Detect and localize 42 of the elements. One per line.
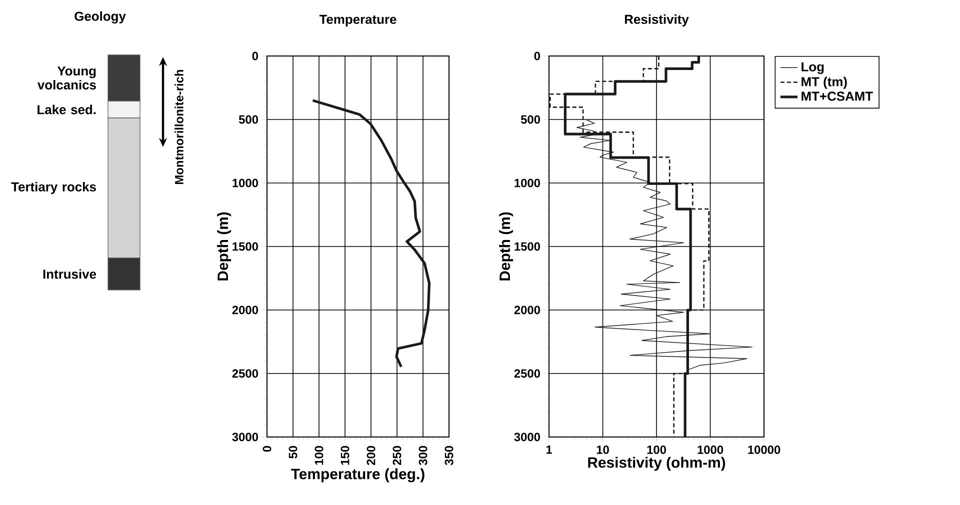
series-label: Intrusive bbox=[43, 269, 96, 279]
x-tick-label: 0 bbox=[262, 446, 272, 452]
x-tick-label: 50 bbox=[288, 446, 298, 458]
y-tick-label: 3000 bbox=[514, 432, 540, 442]
y-tick-label: 500 bbox=[238, 115, 258, 124]
y-tick-label: 0 bbox=[534, 52, 540, 60]
y-tick-label: 1500 bbox=[232, 242, 258, 251]
x-tick-label: 150 bbox=[340, 446, 350, 465]
y-axis-title: Depth (m) bbox=[499, 212, 514, 280]
y-tick-label: 500 bbox=[520, 115, 540, 124]
series-label: Lake sed. bbox=[38, 104, 96, 114]
y-tick-label: 3000 bbox=[232, 432, 258, 442]
y-tick-label: 2500 bbox=[232, 369, 258, 378]
x-tick-label: 10000 bbox=[748, 446, 780, 454]
legend-label: MT (tm) bbox=[802, 76, 847, 89]
y-tick-label: 0 bbox=[252, 52, 258, 60]
x-tick-label: 200 bbox=[366, 446, 376, 466]
y-axis-title: Depth (m) bbox=[217, 212, 232, 280]
chart-title: Geology bbox=[74, 11, 126, 24]
y-tick-label: 2500 bbox=[514, 369, 540, 378]
legend-label: Log bbox=[802, 62, 824, 74]
legend-label: MT+CSAMT bbox=[802, 92, 873, 101]
x-tick-label: 250 bbox=[392, 446, 402, 466]
x-tick-label: 1000 bbox=[698, 446, 724, 454]
x-tick-label: 350 bbox=[444, 446, 454, 466]
x-axis-title: Resistivity (ohm-m) bbox=[588, 456, 726, 471]
x-tick-label: 100 bbox=[314, 446, 324, 465]
chart-title: Temperature bbox=[319, 14, 396, 26]
x-tick-label: 300 bbox=[418, 446, 428, 466]
y-tick-label: 1000 bbox=[514, 178, 540, 188]
x-axis-title: Temperature (deg.) bbox=[291, 468, 424, 482]
y-tick-label: 2000 bbox=[232, 306, 258, 314]
x-tick-label: 10 bbox=[596, 446, 609, 454]
x-tick-label: 1 bbox=[546, 446, 552, 454]
y-tick-label: 1000 bbox=[232, 178, 258, 188]
text: Montmorillonite-rich bbox=[174, 70, 184, 184]
chart-title: Resistivity bbox=[624, 14, 689, 26]
series-label: Young volcanics bbox=[38, 66, 96, 90]
x-tick-label: 100 bbox=[647, 446, 666, 454]
y-tick-label: 1500 bbox=[514, 242, 540, 251]
y-tick-label: 2000 bbox=[514, 306, 540, 314]
series-label: Tertiary rocks bbox=[11, 182, 96, 194]
